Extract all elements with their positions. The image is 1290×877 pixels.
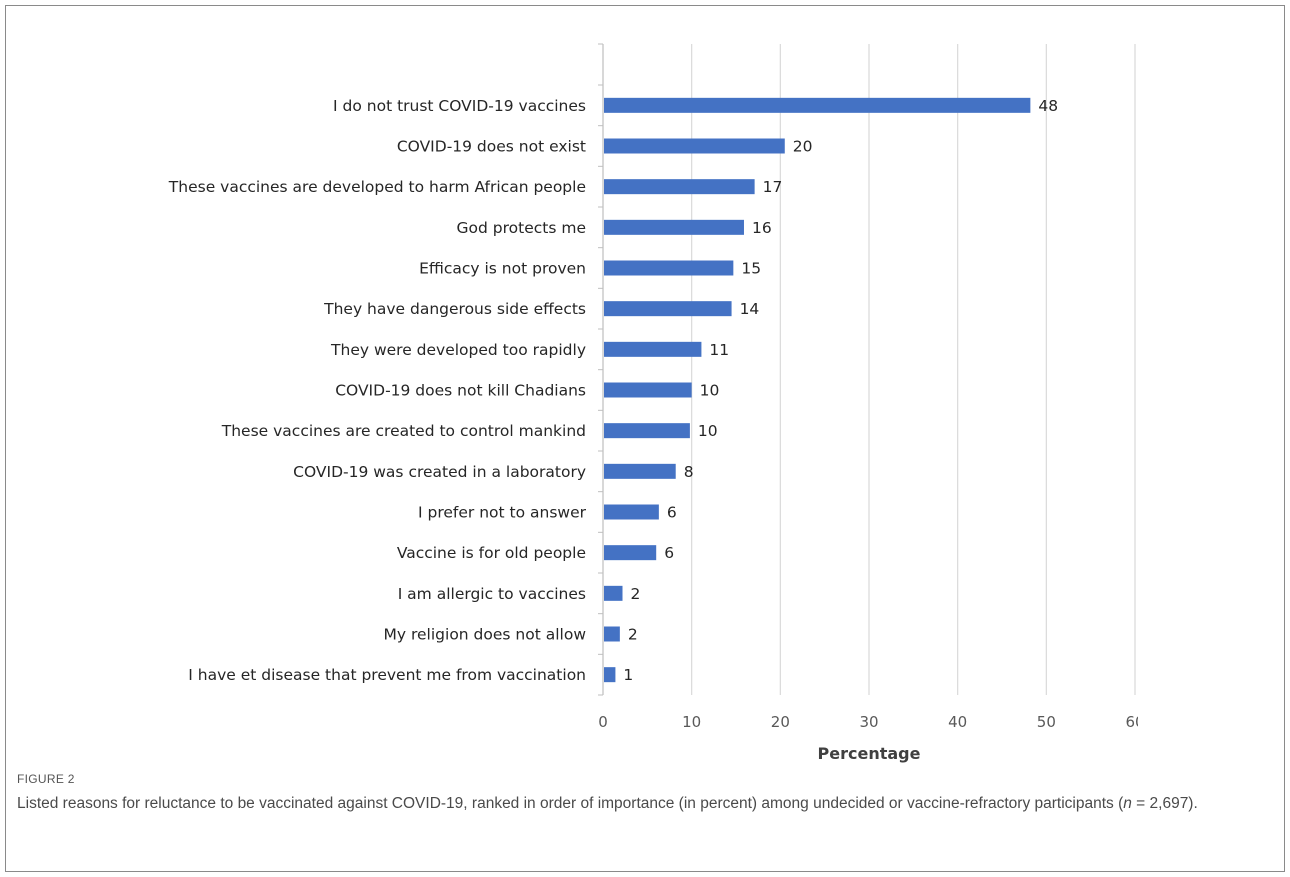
bar [604,423,690,438]
data-label: 11 [709,341,729,359]
data-label: 10 [700,382,720,400]
data-label: 6 [667,504,677,522]
category-label: I have et disease that prevent me from v… [188,666,586,684]
category-label: These vaccines are created to control ma… [221,422,586,440]
category-label: COVID-19 does not kill Chadians [335,382,586,400]
bar [604,627,620,642]
bar [604,667,615,682]
category-label: These vaccines are developed to harm Afr… [168,178,586,196]
category-label: COVID-19 was created in a laboratory [293,463,586,481]
bar [604,98,1030,113]
x-tick-label: 60 [1125,713,1144,731]
category-label: Vaccine is for old people [397,544,586,562]
x-tick-label: 40 [948,713,967,731]
data-label: 6 [664,544,674,562]
data-label: 17 [763,178,783,196]
bar [604,301,732,316]
caption-n-symbol: n [1123,795,1132,812]
bar [604,383,692,398]
category-label: I am allergic to vaccines [398,585,586,603]
x-tick-label: 20 [771,713,790,731]
caption-text-main: Listed reasons for reluctance to be vacc… [17,795,1123,812]
data-label: 15 [741,260,761,278]
data-label: 10 [698,422,718,440]
data-label: 16 [752,219,772,237]
category-label: I prefer not to answer [418,504,587,522]
bar [604,342,701,357]
category-label: I do not trust COVID-19 vaccines [333,97,586,115]
x-tick-label: 30 [859,713,878,731]
data-label: 8 [684,463,694,481]
data-label: 48 [1038,97,1058,115]
bar [604,220,744,235]
data-label: 1 [623,666,633,684]
figure-label: FIGURE 2 [17,772,1267,786]
bar [604,179,755,194]
bar [604,586,623,601]
caption-text-end: = 2,697). [1132,795,1198,812]
figure-caption: FIGURE 2 Listed reasons for reluctance t… [17,772,1267,816]
x-tick-label: 10 [682,713,701,731]
category-label: God protects me [457,219,586,237]
bar-chart: 0 10 20 30 40 50 60 I do not trust COVID-19 vac… [0,0,1290,770]
x-axis-title: Percentage [818,744,921,763]
category-label: They were developed too rapidly [330,341,586,359]
bar [604,139,785,154]
data-label: 2 [628,626,638,644]
bar [604,545,656,560]
bar [604,505,659,520]
x-tick-label: 50 [1037,713,1056,731]
data-label: 20 [793,138,813,156]
category-label: My religion does not allow [384,626,587,644]
category-label: Efficacy is not proven [419,260,586,278]
category-label: They have dangerous side effects [323,300,586,318]
data-label: 2 [631,585,641,603]
bar [604,464,676,479]
caption-text: Listed reasons for reluctance to be vacc… [17,792,1267,816]
bars [604,98,1030,682]
bar [604,261,733,276]
x-tick-label: 0 [598,713,608,731]
data-label: 14 [740,300,760,318]
category-label: COVID-19 does not exist [397,138,586,156]
